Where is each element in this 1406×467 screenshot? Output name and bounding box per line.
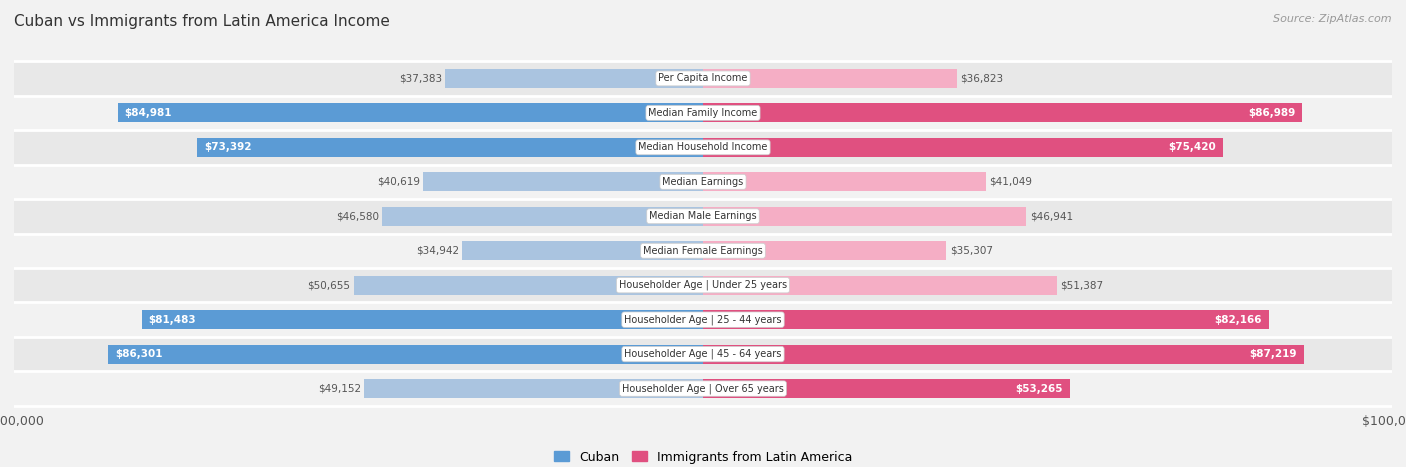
- Bar: [14, 199, 1392, 234]
- Bar: [14, 303, 1392, 337]
- Bar: [382, 207, 703, 226]
- Text: $86,989: $86,989: [1249, 108, 1295, 118]
- Text: Median Earnings: Median Earnings: [662, 177, 744, 187]
- Text: Per Capita Income: Per Capita Income: [658, 73, 748, 84]
- Legend: Cuban, Immigrants from Latin America: Cuban, Immigrants from Latin America: [548, 446, 858, 467]
- Bar: [703, 138, 1223, 157]
- Bar: [197, 138, 703, 157]
- Bar: [14, 268, 1392, 303]
- Text: $51,387: $51,387: [1060, 280, 1104, 290]
- Text: Median Female Earnings: Median Female Earnings: [643, 246, 763, 256]
- Bar: [703, 69, 956, 88]
- Text: $35,307: $35,307: [949, 246, 993, 256]
- Text: $37,383: $37,383: [399, 73, 441, 84]
- Text: $41,049: $41,049: [990, 177, 1032, 187]
- Text: Source: ZipAtlas.com: Source: ZipAtlas.com: [1274, 14, 1392, 24]
- Bar: [703, 276, 1057, 295]
- Text: Householder Age | Over 65 years: Householder Age | Over 65 years: [621, 383, 785, 394]
- Text: $46,941: $46,941: [1029, 211, 1073, 221]
- Bar: [14, 61, 1392, 96]
- Bar: [423, 172, 703, 191]
- Bar: [14, 130, 1392, 164]
- Bar: [14, 234, 1392, 268]
- Bar: [14, 164, 1392, 199]
- Text: Householder Age | Under 25 years: Householder Age | Under 25 years: [619, 280, 787, 290]
- Bar: [14, 337, 1392, 371]
- Bar: [703, 172, 986, 191]
- Bar: [703, 345, 1303, 364]
- Text: $50,655: $50,655: [308, 280, 350, 290]
- Text: $84,981: $84,981: [124, 108, 172, 118]
- Bar: [14, 96, 1392, 130]
- Text: $81,483: $81,483: [149, 315, 197, 325]
- Bar: [118, 103, 703, 122]
- Text: Householder Age | 45 - 64 years: Householder Age | 45 - 64 years: [624, 349, 782, 359]
- Text: $46,580: $46,580: [336, 211, 378, 221]
- Text: Cuban vs Immigrants from Latin America Income: Cuban vs Immigrants from Latin America I…: [14, 14, 389, 29]
- Bar: [14, 371, 1392, 406]
- Bar: [703, 207, 1026, 226]
- Bar: [108, 345, 703, 364]
- Text: $82,166: $82,166: [1215, 315, 1263, 325]
- Bar: [354, 276, 703, 295]
- Text: $53,265: $53,265: [1015, 383, 1063, 394]
- Bar: [364, 379, 703, 398]
- Text: $86,301: $86,301: [115, 349, 163, 359]
- Text: $49,152: $49,152: [318, 383, 361, 394]
- Text: $34,942: $34,942: [416, 246, 458, 256]
- Text: $75,420: $75,420: [1168, 142, 1216, 152]
- Bar: [703, 310, 1270, 329]
- Bar: [446, 69, 703, 88]
- Text: $73,392: $73,392: [204, 142, 252, 152]
- Bar: [463, 241, 703, 260]
- Text: $40,619: $40,619: [377, 177, 420, 187]
- Text: Median Male Earnings: Median Male Earnings: [650, 211, 756, 221]
- Text: $36,823: $36,823: [960, 73, 1004, 84]
- Bar: [703, 379, 1070, 398]
- Text: $87,219: $87,219: [1250, 349, 1296, 359]
- Text: Householder Age | 25 - 44 years: Householder Age | 25 - 44 years: [624, 314, 782, 325]
- Text: Median Household Income: Median Household Income: [638, 142, 768, 152]
- Text: Median Family Income: Median Family Income: [648, 108, 758, 118]
- Bar: [142, 310, 703, 329]
- Bar: [703, 241, 946, 260]
- Bar: [703, 103, 1302, 122]
